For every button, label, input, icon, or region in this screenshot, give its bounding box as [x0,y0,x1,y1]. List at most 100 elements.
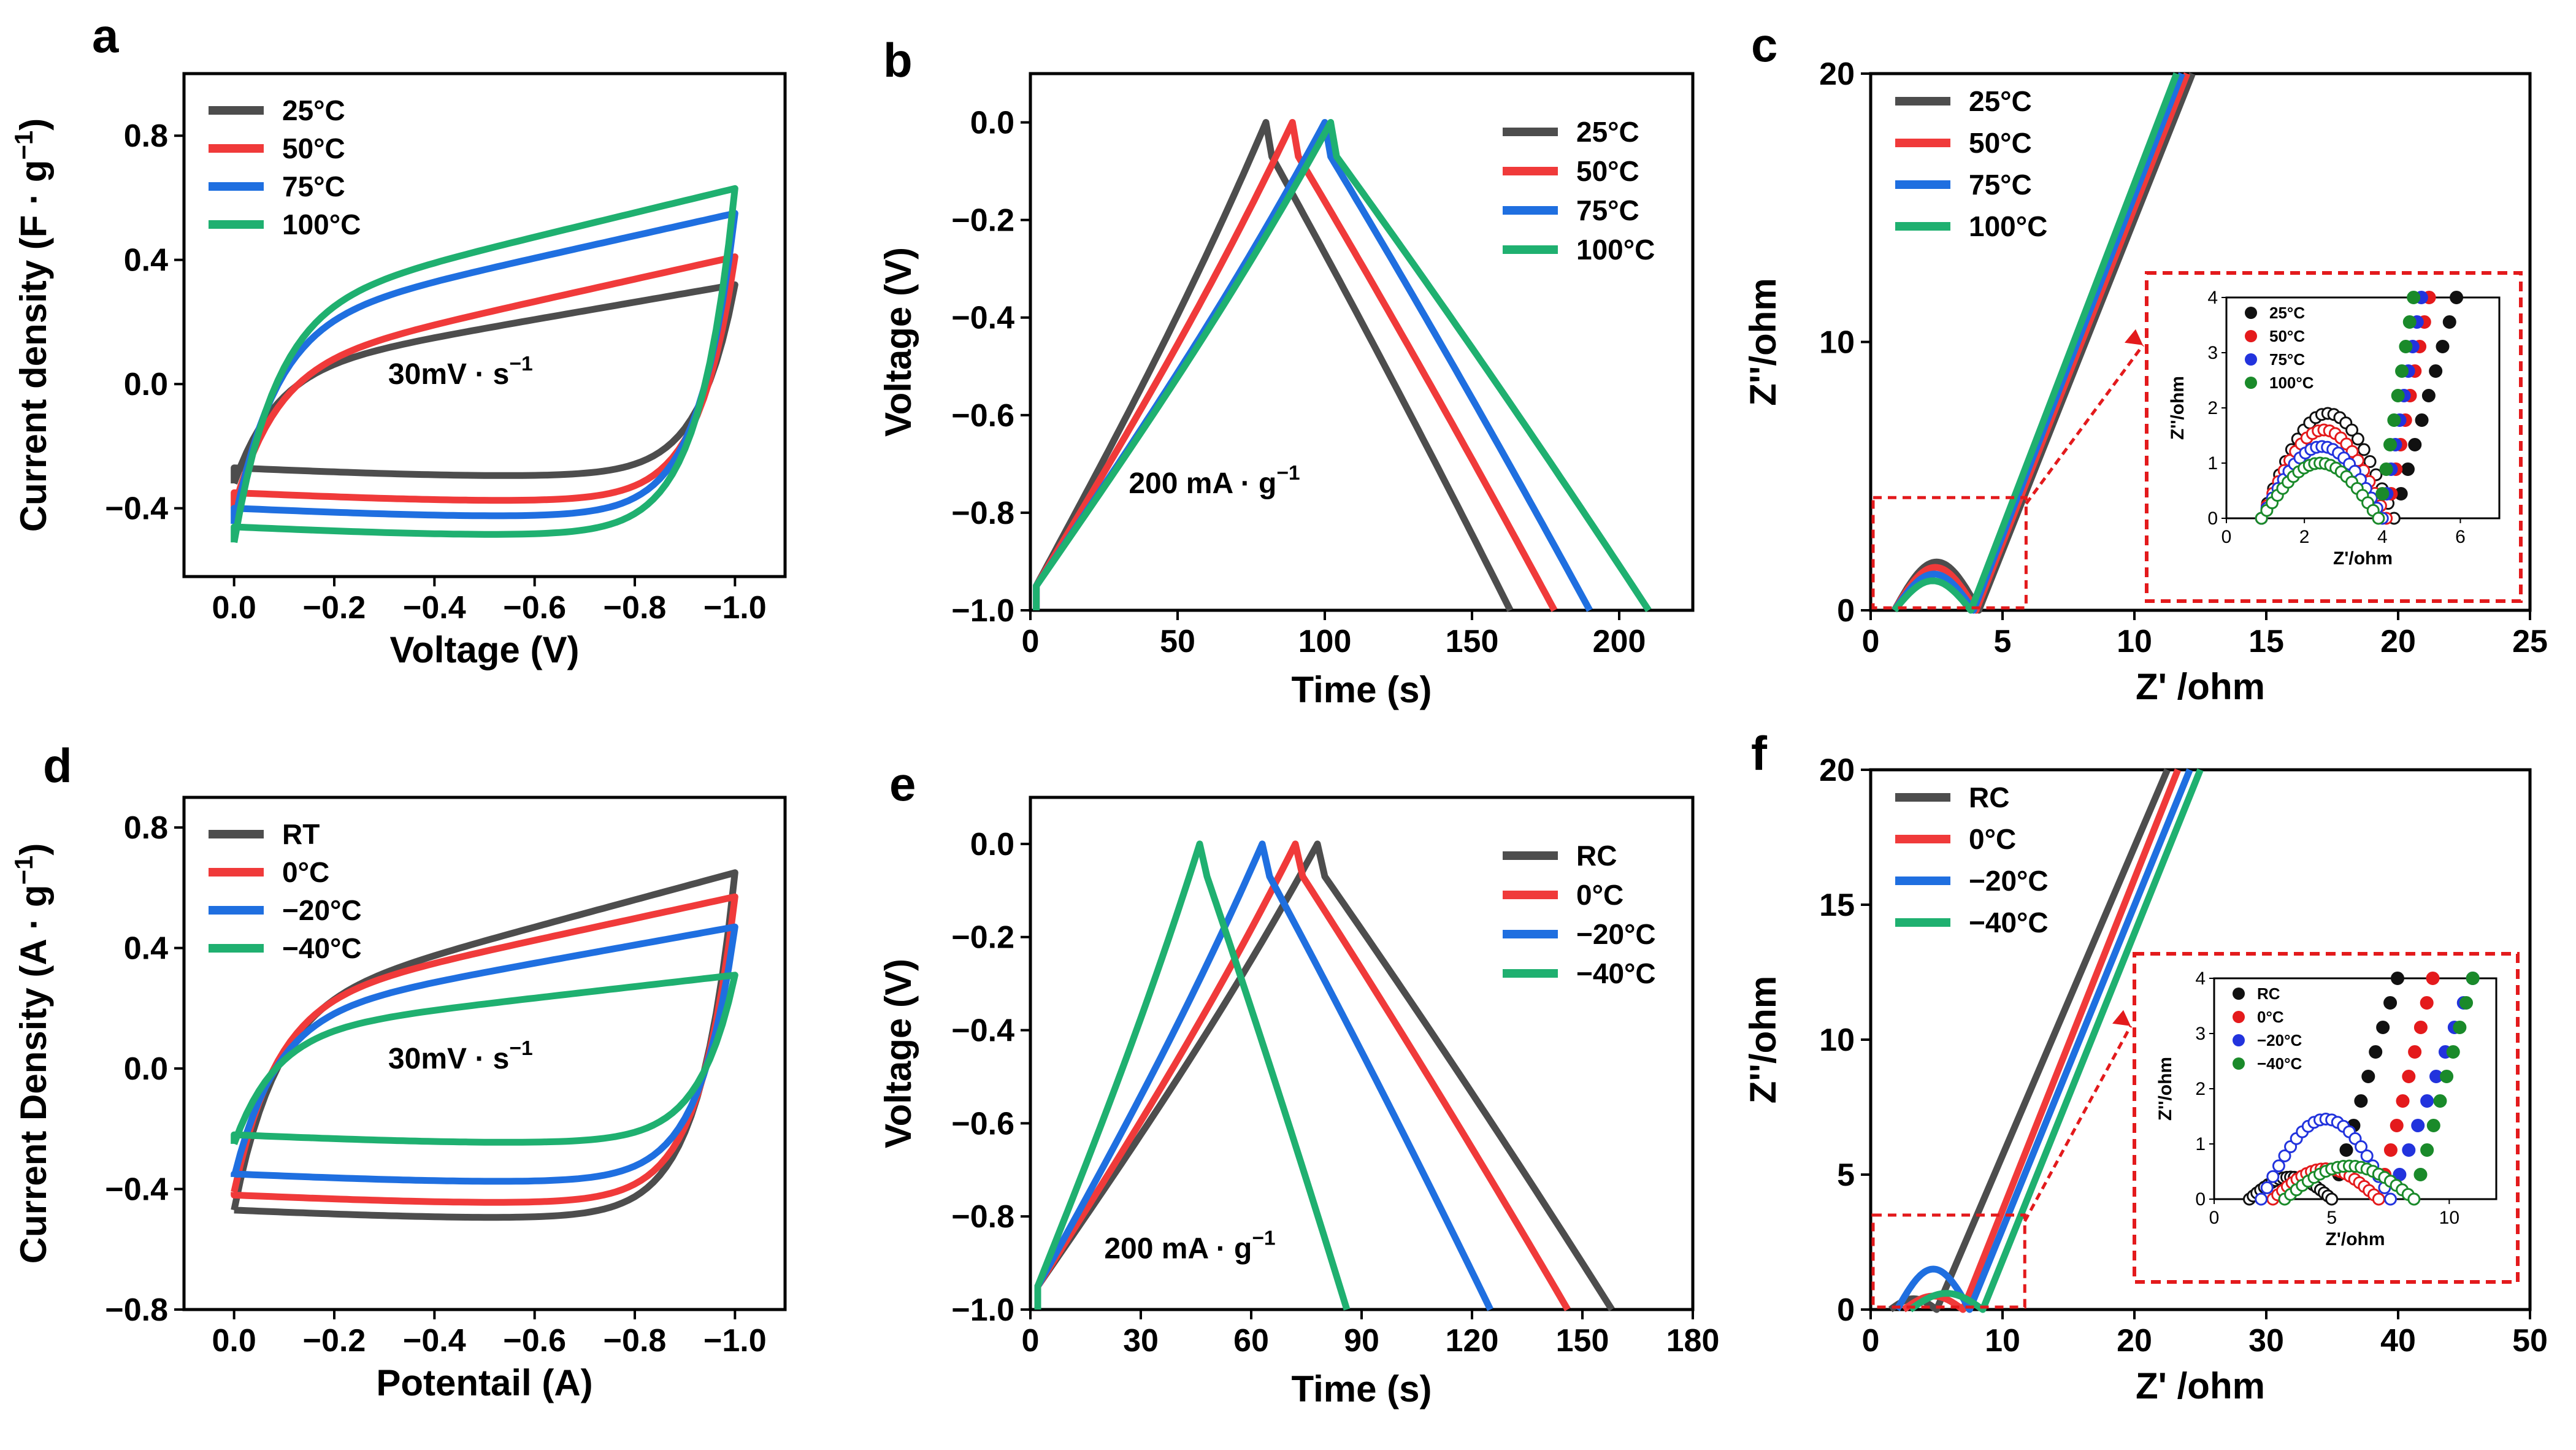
inset-legend-label: RC [2257,984,2280,1003]
inset-marker [2360,1149,2374,1162]
y-tick-label: 10 [1819,1022,1855,1058]
nyquist-curve-3 [1908,768,2204,1313]
y-tick-label: 0.4 [124,931,168,967]
inset-y-tick-label: 2 [2207,398,2218,418]
zoom-arrow-head [2112,1010,2131,1026]
y-tick-label: 20 [1819,56,1855,92]
inset-marker [2407,291,2421,304]
inset-legend-marker [2233,1034,2245,1046]
panels-container: a 0.0 −0.2 −0.4 −0.6 −0.8 −1.0 −0.4 0.0 0.4 0.8 Vol… [9,9,2548,1410]
inset-marker [2351,432,2364,446]
inset-marker [2420,1143,2434,1157]
panel-letter: d [43,738,72,792]
x-tick-label: −0.2 [303,590,366,626]
cv-curve-0 [231,869,738,1221]
y-axis-label: Current density (F · g−1) [9,118,54,532]
inset-legend-label: −20°C [2257,1031,2302,1049]
inset-marker [2355,1140,2368,1154]
inset-marker [2384,1192,2397,1206]
y-tick-label: −0.4 [951,1013,1014,1049]
y-tick-label: −0.8 [951,1199,1014,1235]
inset-marker [2339,1143,2353,1157]
x-tick-label: 120 [1446,1323,1499,1359]
inset-x-axis-label: Z'/ohm [2333,548,2393,569]
zoom-region-box [1871,1213,2026,1309]
panel-letter: e [889,757,916,811]
inset-y-tick-label: 0 [2195,1189,2206,1210]
x-tick-label: 50 [2512,1323,2548,1359]
x-tick-label: 20 [2380,624,2416,659]
x-tick-label: −0.2 [303,1323,366,1359]
inset-marker [2420,996,2434,1010]
gcd-curve-2 [1034,840,1493,1311]
legend-label: RC [1576,840,1617,872]
inset-marker [2413,1168,2428,1181]
nyquist-curve-3 [1892,72,2180,614]
inset-marker [2383,438,2397,451]
panel-a: a 0.0 −0.2 −0.4 −0.6 −0.8 −1.0 −0.4 0.0 0.4 0.8 Vol… [9,9,787,670]
panel-d: d 0.0 −0.2 −0.4 −0.6 −0.8 −1.0 −0.8 −0.4 0.0 0.4 0.… [9,738,787,1403]
legend-label: −20°C [282,894,362,926]
cv-curve-2 [231,923,738,1185]
y-axis-label: Z''/ohm [1742,278,1784,406]
y-tick-label: −0.8 [951,496,1014,531]
x-tick-label: 100 [1298,624,1352,659]
inset-legend-label: −40°C [2257,1054,2302,1073]
rate-annotation: 200 mA · g−1 [1104,1227,1275,1265]
inset-y-tick-label: 1 [2195,1134,2206,1154]
x-tick-label: 60 [1233,1323,1269,1359]
inset-marker [2436,340,2450,353]
legend-label: 0°C [282,856,329,888]
y-tick-label: −0.6 [951,398,1014,434]
x-tick-label: 0.0 [212,590,256,626]
inset-y-tick-label: 3 [2207,343,2218,363]
legend-label: RC [1969,781,2009,813]
y-tick-label: −1.0 [951,1292,1014,1328]
gcd-curve-3 [1033,119,1652,613]
inset-marker [2379,462,2393,476]
x-tick-label: 0 [1022,624,1040,659]
inset-legend-label: 25°C [2269,304,2305,322]
inset-marker [2369,1045,2383,1059]
inset-x-tick-label: 5 [2326,1208,2337,1228]
inset-marker [2255,1192,2268,1206]
y-tick-label: 20 [1819,753,1855,788]
inset-y-axis-label: Z''/ohm [2155,1057,2175,1121]
inset-marker [2399,340,2413,353]
inset-marker [2446,1045,2460,1059]
rate-annotation: 30mV · s−1 [388,1037,533,1075]
x-tick-label: −0.6 [503,590,566,626]
legend-label: 0°C [1576,879,1623,911]
inset-y-tick-label: 0 [2207,508,2218,529]
inset-x-tick-label: 6 [2455,527,2466,547]
inset-marker [2421,389,2436,402]
y-tick-label: 0.8 [124,810,168,846]
inset-marker [2408,438,2422,451]
legend-label: 100°C [282,209,361,240]
x-tick-label: −1.0 [703,1323,767,1359]
x-axis-label: Potentail (A) [376,1362,592,1403]
x-tick-label: 180 [1666,1323,1720,1359]
panel-letter: c [1751,18,1777,72]
legend-label: 75°C [1576,194,1639,226]
y-tick-label: 0.0 [970,827,1014,862]
y-tick-label: −0.4 [105,491,168,527]
inset-legend-marker [2245,330,2257,342]
cv-curve-1 [231,253,738,510]
inset-marker [2401,462,2415,476]
y-tick-label: −0.4 [105,1172,168,1208]
gcd-curve-0 [1034,840,1615,1311]
x-tick-label: −0.4 [403,590,466,626]
y-tick-label: 0 [1837,1292,1855,1328]
y-tick-label: −0.2 [951,203,1014,239]
y-tick-label: 0.0 [124,367,168,402]
legend-label: 25°C [282,94,345,126]
legend-label: 100°C [1576,234,1655,266]
inset-marker [2413,1021,2428,1034]
inset-marker [2272,1159,2285,1173]
gcd-curve-3 [1034,840,1351,1311]
legend-label: 50°C [282,132,345,164]
x-tick-label: 30 [1123,1323,1159,1359]
zoom-region-box [1871,496,2028,610]
y-tick-label: 0.0 [970,105,1014,141]
